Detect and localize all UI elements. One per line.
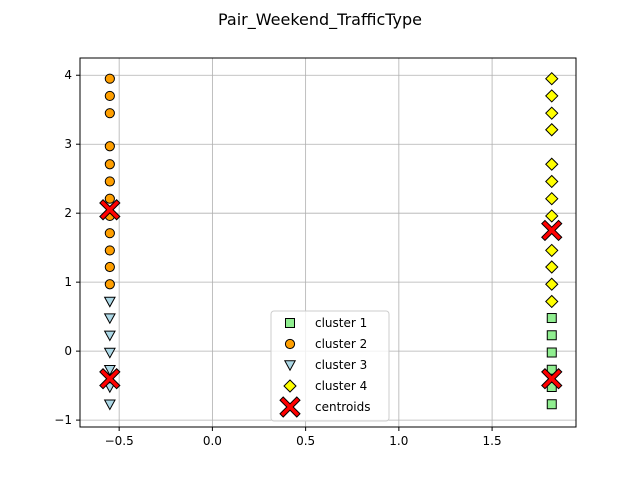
data-point-series-4 [545,277,559,291]
data-point-series-2 [104,228,115,239]
data-point-series-4 [545,191,559,206]
data-point-series-4 [545,243,559,258]
data-point-series-4 [545,89,559,103]
y-tick-label: 4 [64,68,72,82]
data-point-series-2 [104,193,115,204]
data-point-series-2 [104,141,115,152]
data-point-series-4 [545,174,559,189]
data-point-series-4 [545,260,559,274]
plot-frame [79,57,577,428]
data-point-series-2 [104,73,115,84]
legend-marker [284,338,296,350]
data-point-series-4 [545,157,559,171]
data-point-series-5 [99,368,121,390]
data-point-series-3 [103,347,116,359]
data-point-series-4 [545,294,559,309]
data-point-series-3 [103,296,116,308]
data-point-series-3 [103,365,116,376]
legend-marker [285,318,295,328]
data-point-series-1 [546,347,557,358]
y-tick-label: 1 [64,275,72,289]
data-point-series-5 [541,368,563,390]
legend-marker [283,360,297,372]
data-point-series-4 [545,209,559,223]
data-point-series-4 [545,123,559,137]
legend-label: cluster 2 [315,337,367,351]
data-point-series-1 [546,399,557,410]
data-point-series-4 [545,106,559,120]
x-tick-label: 0.5 [296,434,315,448]
legend-label: cluster 3 [315,358,367,372]
data-point-series-3 [103,313,116,325]
data-point-series-2 [104,159,115,170]
data-point-series-1 [546,364,557,375]
legend-label: cluster 4 [315,379,367,393]
x-tick-label: 1.0 [389,434,408,448]
data-point-series-3 [103,330,116,342]
data-point-series-4 [545,71,559,86]
data-point-series-1 [546,313,557,324]
data-point-series-2 [104,90,115,102]
legend-box [270,310,390,422]
y-tick-label: −1 [54,413,72,427]
data-point-series-2 [104,108,115,119]
data-point-series-2 [104,245,115,256]
legend-label: centroids [315,400,371,414]
legend-marker [283,379,297,393]
x-tick-label: 1.5 [483,434,502,448]
x-tick-label: 0.0 [203,434,222,448]
data-point-series-5 [99,199,121,221]
data-point-series-2 [104,176,115,187]
data-point-series-5 [541,219,563,242]
y-tick-label: 3 [64,137,72,151]
data-point-series-1 [546,330,557,341]
y-tick-label: 0 [64,344,72,358]
y-tick-label: 2 [64,206,72,220]
legend-label: cluster 1 [315,316,367,330]
x-tick-label: −0.5 [105,434,134,448]
data-point-series-2 [104,261,115,273]
data-point-series-3 [103,399,116,411]
chart-title: Pair_Weekend_TrafficType [218,10,422,29]
legend-marker [279,396,301,418]
data-point-series-2 [104,279,115,290]
